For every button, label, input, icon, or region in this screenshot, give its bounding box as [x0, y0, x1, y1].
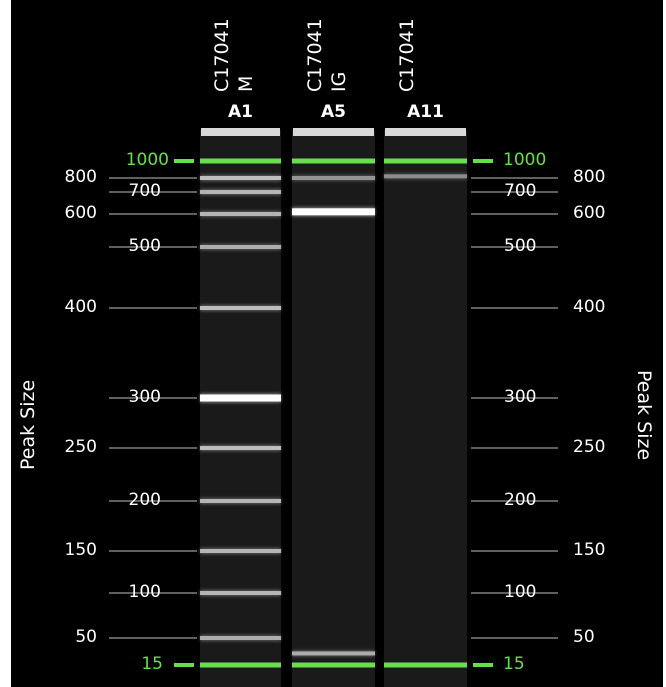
right-marker-tick [473, 159, 493, 163]
left-tick-label: 100 [128, 582, 161, 602]
left-tick-label: 500 [128, 236, 161, 256]
right-tick-label: 100 [504, 582, 537, 602]
right-tick-label: 200 [504, 490, 537, 510]
left-tick-label: 250 [64, 437, 97, 457]
lane-cap [201, 128, 280, 136]
lane-title-a11: A11 [407, 102, 444, 122]
band [292, 651, 375, 656]
band [200, 306, 281, 310]
gel-svg [11, 0, 663, 687]
sample-label-line2: M [234, 75, 257, 92]
left-tick-label: 15 [141, 654, 163, 674]
right-tick-label: 600 [573, 203, 606, 223]
sample-label-line1: C17041 [395, 18, 418, 92]
band [200, 176, 281, 180]
sample-label-line1: C17041 [303, 18, 326, 92]
right-tick-label: 15 [503, 654, 525, 674]
band [200, 549, 281, 553]
lane-cap [385, 128, 466, 136]
left-tick-label: 400 [64, 297, 97, 317]
right-tick-label: 500 [504, 236, 537, 256]
band [200, 499, 281, 503]
marker-band [200, 158, 281, 164]
left-tick-label: 700 [128, 181, 161, 201]
left-tick-label: 200 [128, 490, 161, 510]
band [200, 212, 281, 216]
lane-background [384, 130, 467, 687]
lane-cap [293, 128, 374, 136]
left-tick-label: 150 [64, 540, 97, 560]
left-tick-label: 600 [64, 203, 97, 223]
lane-background [292, 130, 375, 687]
sample-label-line1: C17041 [210, 18, 233, 92]
band [292, 176, 375, 180]
lane-title-a5: A5 [321, 102, 346, 122]
band [292, 208, 375, 216]
band [200, 636, 281, 640]
lane-title-a1: A1 [228, 102, 253, 122]
left-marker-tick [174, 159, 194, 163]
band [200, 394, 281, 402]
right-marker-tick [473, 663, 493, 667]
band [384, 174, 467, 179]
left-marker-tick [174, 663, 194, 667]
marker-band [384, 662, 467, 668]
marker-band [200, 662, 281, 668]
band [200, 591, 281, 595]
band [200, 190, 281, 194]
band [200, 245, 281, 249]
right-tick-label: 150 [573, 540, 606, 560]
left-tick-label: 50 [75, 627, 97, 647]
sample-label-line2: IG [327, 71, 350, 92]
right-tick-label: 1000 [503, 150, 547, 170]
marker-band [292, 662, 375, 668]
right-tick-label: 300 [504, 387, 537, 407]
left-tick-label: 800 [64, 167, 97, 187]
band [200, 446, 281, 450]
right-axis-title: Peak Size [633, 370, 655, 461]
marker-band [292, 158, 375, 164]
marker-band [384, 158, 467, 164]
right-tick-label: 400 [573, 297, 606, 317]
right-tick-label: 800 [573, 167, 606, 187]
right-tick-label: 50 [573, 627, 595, 647]
left-tick-label: 1000 [125, 150, 169, 170]
left-tick-label: 300 [128, 387, 161, 407]
right-tick-label: 700 [504, 181, 537, 201]
gel-image: Peak Size Peak Size A1 C17041 M A5 C17041 IG A… [11, 0, 663, 687]
left-axis-title: Peak Size [17, 379, 39, 470]
right-tick-label: 250 [573, 437, 606, 457]
